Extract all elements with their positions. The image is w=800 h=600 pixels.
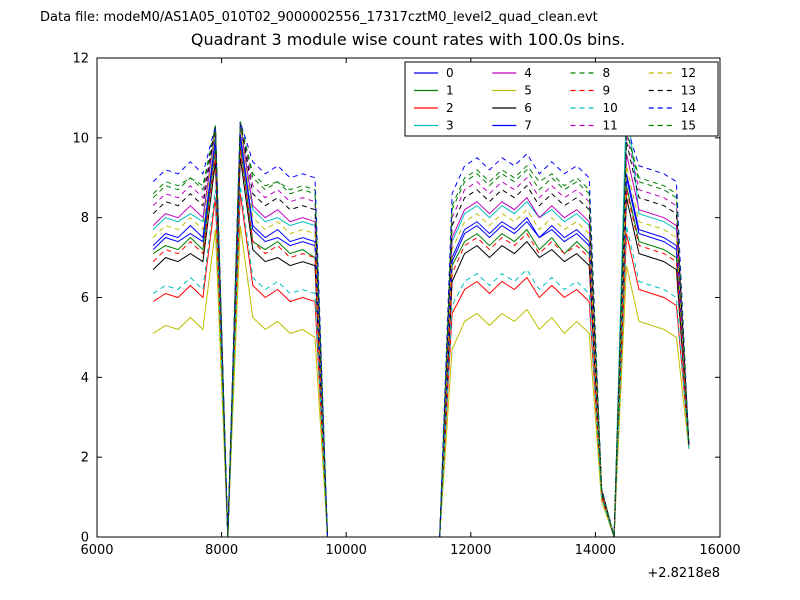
series-line-8 [152, 121, 690, 538]
y-tick-label: 6 [81, 291, 89, 306]
legend-label-0: 0 [446, 66, 454, 80]
x-tick-label: 14000 [575, 543, 616, 558]
legend-label-1: 1 [446, 84, 454, 98]
legend-label-12: 12 [681, 66, 696, 80]
legend-frame [404, 61, 719, 137]
legend-label-9: 9 [603, 84, 611, 98]
y-tick-label: 8 [81, 211, 89, 226]
data-file-label: Data file: modeM0/AS1A05_010T02_90000025… [40, 10, 598, 25]
legend-label-2: 2 [446, 101, 454, 115]
legend-label-15: 15 [681, 119, 696, 133]
legend-label-14: 14 [681, 101, 696, 115]
x-tick-label: 6000 [80, 543, 113, 558]
legend-label-7: 7 [524, 119, 532, 133]
x-tick-label: 12000 [450, 543, 491, 558]
y-tick-label: 4 [81, 371, 89, 386]
series-line-14 [152, 121, 690, 538]
series-line-13 [152, 121, 690, 538]
legend-label-6: 6 [524, 101, 532, 115]
legend-label-5: 5 [524, 84, 532, 98]
legend-label-10: 10 [603, 101, 618, 115]
y-tick-label: 2 [81, 451, 89, 466]
legend-label-3: 3 [446, 119, 454, 133]
legend-label-11: 11 [603, 119, 618, 133]
legend-label-8: 8 [603, 66, 611, 80]
x-tick-label: 10000 [326, 543, 367, 558]
y-tick-label: 12 [72, 52, 89, 67]
series-line-11 [152, 121, 690, 538]
x-axis-offset-label: +2.8218e8 [647, 566, 720, 581]
chart-title: Quadrant 3 module wise count rates with … [191, 30, 625, 49]
y-tick-label: 0 [81, 531, 89, 546]
x-tick-label: 16000 [699, 543, 740, 558]
series-lines [152, 97, 690, 538]
series-line-10 [152, 185, 690, 538]
legend-label-13: 13 [681, 84, 696, 98]
y-tick-label: 10 [72, 131, 89, 146]
legend-label-4: 4 [524, 66, 532, 80]
series-line-12 [152, 125, 690, 538]
series-line-3 [152, 97, 690, 538]
series-line-15 [152, 121, 690, 538]
series-line-4 [152, 125, 690, 538]
x-tick-label: 8000 [205, 543, 238, 558]
